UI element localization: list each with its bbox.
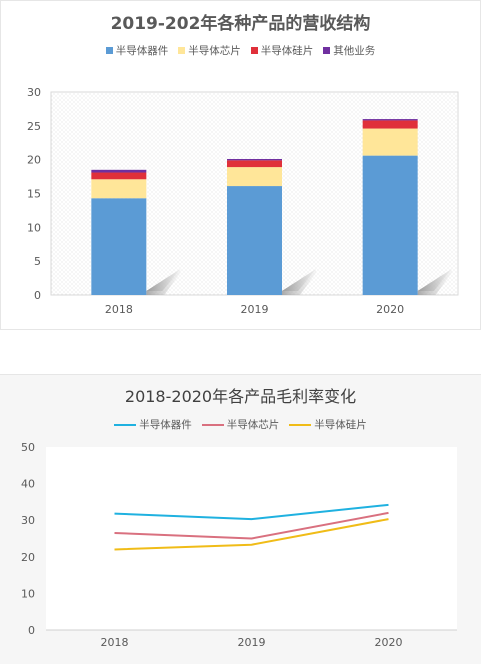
bar-shadow [417, 269, 452, 295]
series-line [114, 518, 389, 551]
legend-label: 半导体硅片 [314, 419, 367, 431]
legend-swatch [250, 47, 258, 54]
y-tick-label: 20 [27, 154, 41, 167]
legend-item: 其他业务 [323, 43, 375, 58]
bar-segment [362, 120, 418, 129]
revenue-stacked-bar-chart: 0 5 10 15 20 25 30 2018 2019 2020 [27, 86, 459, 316]
x-tick-label: 2019 [241, 303, 269, 316]
legend-label: 半导体芯片 [226, 419, 280, 431]
bar-segment [91, 198, 147, 295]
bar-segment [227, 167, 282, 187]
y-tick-label: 30 [27, 86, 41, 99]
legend-item: 半导体硅片 [250, 43, 314, 58]
margin-chart-panel: 2018-2020年各产品毛利率变化 半导体器件 半导体芯片 半导体硅片 0 10 20… [0, 374, 481, 664]
legend-item: 半导体硅片 [289, 417, 367, 432]
revenue-chart-panel: 2019-202年各种产品的营收结构 半导体器件 半导体芯片 半导体硅片 其他业务 0… [0, 0, 481, 330]
chart-title: 2019-202年各种产品的营收结构 [110, 14, 371, 34]
chart-legend: 半导体器件 半导体芯片 半导体硅片 其他业务 [1, 43, 480, 58]
chart-legend: 半导体器件 半导体芯片 半导体硅片 [0, 417, 481, 432]
x-tick-label: 2020 [376, 303, 404, 316]
y-tick-label: 10 [21, 587, 35, 600]
legend-swatch [105, 47, 113, 54]
y-tick-label: 0 [28, 624, 35, 637]
y-tick-label: 50 [21, 441, 35, 454]
y-tick-label: 25 [27, 120, 41, 133]
legend-label: 半导体器件 [139, 419, 192, 431]
bar-segment [362, 128, 418, 156]
legend-label: 半导体芯片 [188, 45, 241, 57]
legend-item: 半导体器件 [114, 417, 192, 432]
legend-swatch [114, 423, 137, 426]
chart-title: 2018-2020年各产品毛利率变化 [124, 387, 357, 406]
y-tick-label: 20 [21, 551, 35, 564]
margin-line-chart: 0 10 20 30 40 50 2018 2019 2020 [21, 441, 457, 649]
legend-swatch [323, 47, 331, 54]
bar-segment [91, 169, 147, 173]
x-tick-label: 2018 [101, 636, 129, 649]
x-tick-label: 2020 [375, 636, 403, 649]
legend-item: 半导体器件 [105, 43, 169, 58]
legend-label: 半导体器件 [115, 45, 169, 57]
y-tick-label: 5 [34, 255, 41, 268]
y-tick-label: 15 [27, 188, 41, 201]
bar-segment [227, 158, 282, 161]
legend-swatch [178, 47, 186, 54]
bar-shadow [146, 269, 181, 295]
y-tick-label: 30 [21, 514, 35, 527]
y-tick-label: 40 [21, 478, 35, 491]
bar-segment [227, 160, 282, 168]
bar-segment [91, 179, 147, 199]
bar-shadow [282, 269, 316, 295]
bar-segment [362, 119, 418, 121]
legend-swatch [201, 423, 224, 426]
y-tick-label: 0 [34, 289, 41, 302]
x-tick-label: 2018 [105, 303, 133, 316]
legend-item: 半导体芯片 [178, 43, 241, 58]
legend-item: 半导体芯片 [201, 417, 280, 432]
bar-segment [362, 155, 418, 295]
bar-segment [227, 186, 282, 295]
series-line [114, 511, 389, 540]
bar-segment [91, 172, 147, 180]
legend-label: 半导体硅片 [260, 45, 314, 57]
x-tick-label: 2019 [238, 636, 266, 649]
legend-swatch [289, 423, 312, 426]
y-tick-label: 10 [27, 221, 41, 234]
legend-label: 其他业务 [333, 45, 376, 57]
series-line [114, 503, 389, 521]
